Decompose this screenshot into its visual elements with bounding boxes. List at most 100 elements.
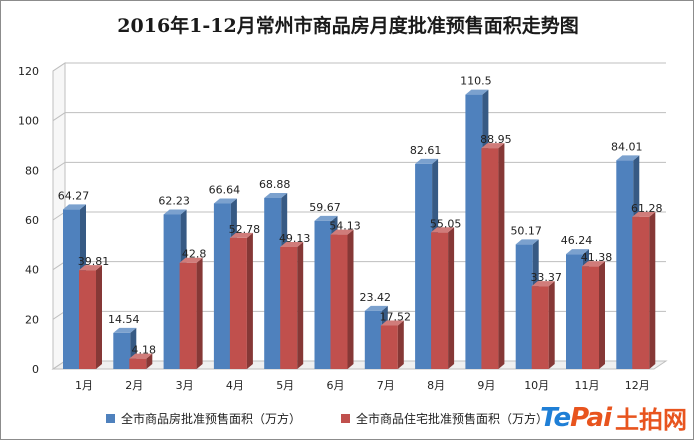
bar-residential-side [649, 211, 656, 369]
bar-total-front [415, 163, 433, 369]
bar-total-front [314, 220, 332, 369]
bar-total-front [213, 203, 231, 369]
y-tick-label: 20 [25, 313, 39, 326]
bar-residential-front [330, 234, 348, 369]
bar-total-front [113, 332, 131, 369]
bar-residential-side [246, 232, 253, 369]
data-label-residential: 88.95 [480, 133, 512, 146]
bar-total-top [616, 155, 640, 161]
data-label-residential: 39.81 [78, 255, 110, 268]
legend-item-residential: 全市商品住宅批准预售面积（万方） [341, 410, 548, 427]
bar-residential-front [431, 232, 449, 369]
data-label-residential: 52.78 [229, 223, 261, 236]
bar-total-top [213, 198, 237, 204]
bar-residential-top [431, 227, 455, 233]
data-label-total: 46.24 [561, 234, 593, 247]
data-label-total: 84.01 [611, 140, 643, 153]
data-label-total: 50.17 [510, 224, 542, 237]
bar-residential-front [79, 270, 96, 369]
bar-residential-top [229, 232, 253, 238]
bar-total-top [163, 209, 187, 215]
bar-residential-front [632, 216, 650, 369]
legend-swatch-residential [341, 413, 351, 423]
bar-residential-top [79, 265, 102, 271]
bar-residential-top [330, 229, 354, 235]
y-tick-label: 80 [25, 164, 39, 177]
data-label-residential: 61.28 [631, 202, 663, 215]
bar-residential-top [280, 241, 304, 247]
bar-residential-top [632, 211, 656, 217]
logo-mark: TePai [540, 402, 612, 433]
chart-legend: 全市商品房批准预售面积（万方） 全市商品住宅批准预售面积（万方） [106, 406, 548, 430]
logo-cn-text: 土拍网 [615, 406, 687, 434]
bar-total-front [63, 209, 80, 369]
data-label-total: 23.42 [360, 291, 392, 304]
x-tick-label: 11月 [575, 379, 600, 392]
bar-residential-front [179, 262, 197, 369]
y-tick-label: 120 [18, 65, 39, 78]
bar-residential-top [582, 261, 605, 267]
data-label-total: 110.5 [460, 75, 492, 88]
x-tick-label: 4月 [226, 379, 244, 392]
data-label-residential: 41.38 [581, 251, 613, 264]
data-label-total: 64.27 [58, 189, 90, 202]
bar-residential-side [146, 353, 153, 369]
legend-swatch-total [106, 413, 115, 423]
tupai-logo: TePai 土拍网 [540, 400, 687, 435]
data-label-residential: 17.52 [380, 310, 412, 323]
bar-total-top [515, 239, 539, 245]
gridline [52, 62, 666, 72]
bar-residential-side [96, 265, 102, 369]
bar-total-top [566, 249, 589, 255]
bar-total-top [264, 192, 288, 198]
x-tick-label: 1月 [75, 379, 93, 392]
legend-item-total: 全市商品房批准预售面积（万方） [106, 410, 301, 427]
y-tick-label: 100 [18, 115, 39, 128]
data-label-total: 68.88 [259, 178, 291, 191]
data-label-residential: 54.13 [329, 220, 361, 233]
chart-title: 2016年1-12月常州市商品房月度批准预售面积走势图 [117, 15, 579, 37]
bar-residential-top [481, 143, 505, 149]
legend-label-total: 全市商品房批准预售面积（万方） [121, 411, 302, 426]
x-tick-label: 2月 [125, 379, 143, 392]
data-label-residential: 42.8 [182, 248, 207, 261]
data-label-residential: 49.13 [279, 232, 311, 245]
bar-total-front [465, 94, 483, 369]
data-label-total: 82.61 [410, 144, 442, 157]
data-label-residential: 4.18 [132, 344, 157, 357]
bar-residential-front [531, 286, 549, 369]
y-tick-label: 40 [25, 264, 39, 277]
bar-residential-side [548, 281, 555, 369]
bar-residential-side [397, 320, 404, 369]
gridline [52, 112, 666, 122]
bar-residential-side [196, 257, 203, 369]
data-label-total: 14.54 [108, 313, 140, 326]
y-tick-label: 60 [25, 214, 39, 227]
bar-residential-side [448, 227, 455, 369]
bar-total-front [364, 310, 382, 369]
bar-residential-side [347, 229, 354, 369]
y-tick-label: 0 [32, 363, 39, 376]
bar-residential-front [582, 266, 599, 369]
data-label-total: 62.23 [158, 194, 190, 207]
bar-residential-side [498, 143, 505, 369]
bar-total-top [113, 327, 137, 333]
bar-residential-front [481, 148, 499, 369]
x-tick-label: 6月 [327, 379, 345, 392]
x-tick-label: 9月 [477, 379, 495, 392]
bar-total-top [364, 305, 388, 311]
gridline [52, 161, 666, 171]
x-tick-label: 3月 [176, 379, 194, 392]
bar-residential-front [380, 325, 398, 369]
data-label-residential: 33.37 [530, 271, 562, 284]
x-tick-label: 5月 [276, 379, 294, 392]
bar-total-front [264, 197, 282, 369]
bar-residential-side [599, 261, 605, 369]
bar-total-top [314, 215, 338, 221]
bar-total-front [616, 160, 634, 369]
x-tick-label: 7月 [377, 379, 395, 392]
bar-residential-front [229, 237, 247, 369]
x-tick-label: 12月 [625, 379, 650, 392]
